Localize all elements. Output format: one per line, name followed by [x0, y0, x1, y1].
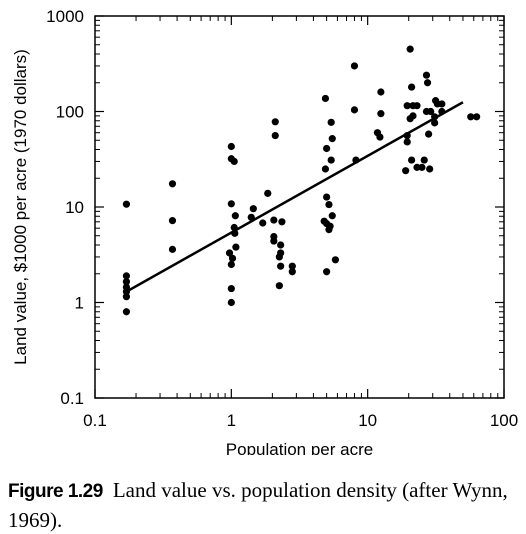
data-point [331, 256, 340, 264]
data-point [323, 144, 331, 153]
data-point [327, 118, 335, 126]
data-point [277, 241, 285, 249]
data-point [406, 115, 414, 123]
data-point [227, 298, 235, 307]
data-point [277, 262, 285, 270]
data-point [122, 272, 131, 280]
chart-svg: 0.1 1 10 100 0.1 1 10 100 1000 Population per a… [11, 7, 518, 459]
data-point [227, 142, 235, 151]
figure-number: Figure 1.29 [8, 481, 103, 502]
data-point [227, 260, 235, 269]
data-point [168, 217, 177, 225]
data-point [259, 219, 267, 227]
x-tick-label: 10 [358, 411, 377, 430]
data-point [270, 237, 278, 245]
y-tick-label: 1000 [46, 7, 84, 26]
data-point [438, 100, 446, 108]
data-point [425, 130, 433, 138]
data-point [122, 278, 131, 286]
y-axis-label: Land value, $1000 per acre (1970 dollars… [11, 49, 30, 365]
data-point [420, 156, 428, 164]
data-point [321, 165, 330, 173]
data-point [407, 83, 416, 91]
data-point [406, 45, 414, 53]
y-tick-label: 10 [65, 198, 84, 217]
data-point [413, 102, 421, 110]
trend-line [125, 101, 464, 293]
data-point [350, 106, 359, 114]
data-point [228, 254, 237, 262]
data-point [225, 249, 234, 257]
figure-caption: Figure 1.29 Land value vs. population den… [8, 476, 520, 534]
data-point [264, 189, 272, 197]
data-point [325, 200, 333, 209]
scatter-chart: 0.1 1 10 100 0.1 1 10 100 1000 Population per a… [11, 7, 518, 459]
data-point [275, 253, 283, 261]
plot-frame [94, 15, 505, 399]
data-point [418, 163, 426, 171]
data-point [431, 119, 439, 127]
data-point [168, 245, 177, 253]
data-point [403, 138, 411, 146]
data-point [168, 180, 177, 188]
data-point [231, 212, 239, 220]
data-point [376, 133, 384, 141]
data-point [403, 102, 411, 110]
caption-text: Land value vs. population density (after… [8, 478, 508, 532]
y-tick-label: 0.1 [60, 389, 84, 408]
data-point [328, 212, 336, 220]
data-point [377, 88, 385, 96]
data-point [327, 156, 335, 164]
data-point [422, 71, 431, 79]
y-tick-label: 100 [56, 103, 84, 122]
x-axis-ticks: 0.1 1 10 100 [83, 16, 518, 430]
y-tick-label: 1 [75, 294, 84, 313]
data-point [232, 243, 240, 251]
data-point [323, 268, 331, 276]
data-point [328, 135, 336, 143]
data-point [122, 308, 131, 316]
data-point [377, 110, 385, 118]
data-point [230, 157, 238, 166]
x-tick-label: 1 [227, 411, 236, 430]
data-point [467, 113, 475, 121]
data-point [321, 94, 330, 103]
y-axis-ticks: 0.1 1 10 100 1000 [46, 7, 504, 408]
data-point [426, 165, 434, 173]
data-point [122, 200, 131, 208]
data-point [407, 156, 416, 164]
data-point [122, 293, 131, 301]
data-point [288, 268, 296, 276]
data-point [350, 62, 359, 70]
data-point [325, 225, 333, 234]
data-point [323, 193, 331, 201]
x-tick-label: 0.1 [83, 411, 107, 430]
data-point [275, 282, 283, 290]
data-point [473, 113, 481, 121]
data-point [227, 284, 235, 293]
data-point [427, 107, 435, 116]
data-point [271, 131, 279, 140]
x-axis-label: Population per acre [226, 440, 373, 455]
data-point [402, 167, 410, 175]
data-points [122, 45, 481, 316]
data-point [271, 118, 279, 126]
data-point [423, 79, 432, 87]
data-point [278, 218, 286, 226]
x-tick-label: 100 [490, 411, 518, 430]
data-point [249, 205, 257, 213]
data-point [288, 262, 296, 270]
data-point [270, 216, 278, 224]
data-point [413, 163, 421, 171]
data-point [227, 200, 235, 208]
